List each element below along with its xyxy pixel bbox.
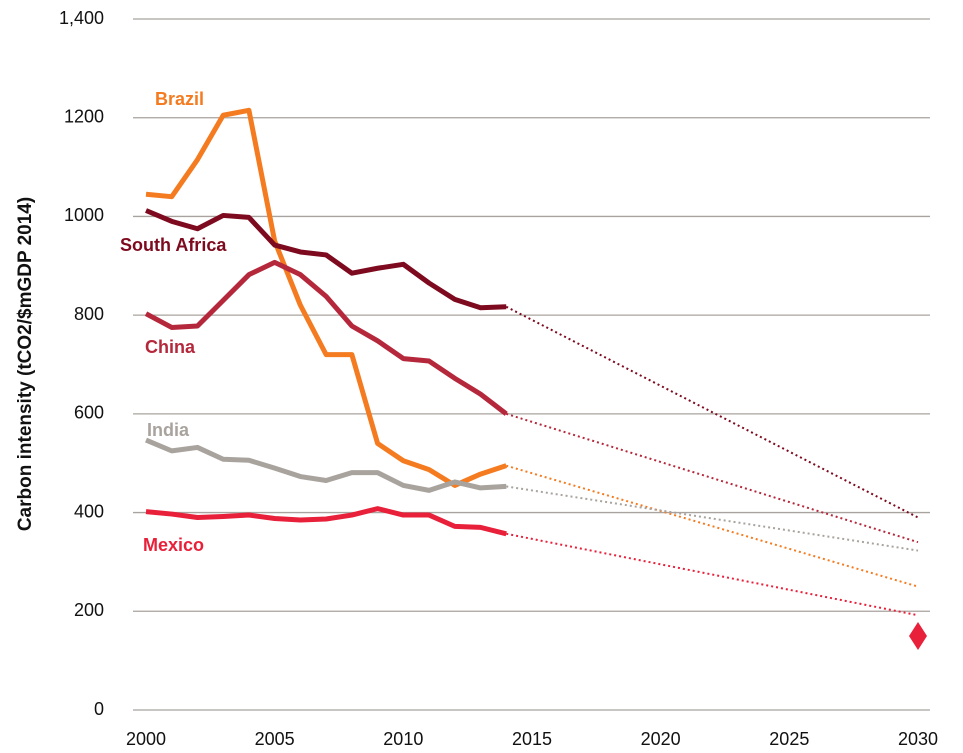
target-marker [909, 621, 927, 650]
projection-line [505, 464, 919, 588]
series-line [145, 107, 508, 488]
y-tick-label: 600 [74, 403, 104, 423]
y-tick-label: 800 [74, 304, 104, 324]
y-axis-label: Carbon intensity (tCO2/$mGDP 2014) [15, 197, 36, 531]
series-line [145, 208, 507, 311]
series-label: China [145, 337, 196, 357]
x-tick-label: 2005 [255, 729, 295, 749]
y-tick-label: 1000 [64, 205, 104, 225]
projection-line [506, 532, 919, 617]
series-label: India [147, 420, 190, 440]
series-line [144, 259, 508, 416]
projection-line [505, 305, 919, 519]
x-tick-label: 2020 [641, 729, 681, 749]
y-tick-label: 200 [74, 600, 104, 620]
series-label: South Africa [120, 235, 227, 255]
x-tick-label: 2030 [898, 729, 938, 749]
x-tick-label: 2015 [512, 729, 552, 749]
projection-line [506, 485, 919, 552]
y-tick-label: 1200 [64, 106, 104, 126]
series-line [145, 437, 507, 493]
x-tick-label: 2000 [126, 729, 166, 749]
y-tick-label: 0 [94, 699, 104, 719]
x-tick-label: 2025 [769, 729, 809, 749]
x-tick-label: 2010 [383, 729, 423, 749]
series-label: Mexico [143, 535, 204, 555]
series-label: Brazil [155, 89, 204, 109]
projection-line [505, 412, 919, 544]
y-tick-label: 400 [74, 501, 104, 521]
series-line [145, 506, 507, 537]
y-tick-label: 1,400 [59, 8, 104, 28]
